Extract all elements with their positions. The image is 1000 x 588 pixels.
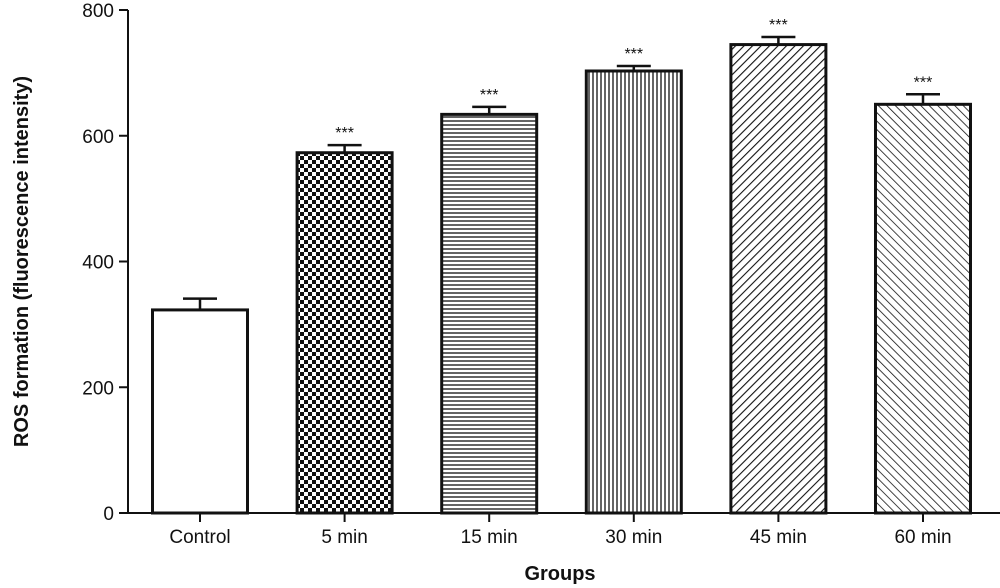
x-tick-label: 45 min — [750, 527, 807, 548]
y-tick-label: 200 — [82, 378, 114, 399]
y-axis-title: ROS formation (fluorescence intensity) — [11, 76, 33, 447]
bar-5-min — [295, 151, 394, 515]
significance-marker: *** — [480, 87, 499, 104]
bar-30-min — [584, 69, 683, 515]
y-tick-label: 600 — [82, 127, 114, 148]
significance-marker: *** — [335, 125, 354, 142]
bar-15-min — [440, 112, 539, 515]
x-axis-title: Groups — [524, 563, 595, 585]
bar-control — [151, 308, 249, 515]
significance-marker: *** — [769, 17, 788, 34]
x-tick-label: Control — [169, 527, 230, 548]
x-tick-label: 30 min — [605, 527, 662, 548]
significance-marker: *** — [914, 74, 933, 91]
x-tick-label: 60 min — [894, 527, 951, 548]
bar-45-min — [729, 43, 828, 515]
y-tick-label: 800 — [82, 1, 114, 22]
x-tick-label: 15 min — [461, 527, 518, 548]
plot-area: 0 200 400 600 800 *** *** *** *** *** Control 5 m… — [82, 1, 1000, 548]
y-tick-label: 400 — [82, 253, 114, 274]
significance-marker: *** — [624, 46, 643, 63]
bar-60-min — [874, 102, 972, 515]
y-tick-label: 0 — [103, 504, 114, 525]
x-tick-label: 5 min — [321, 527, 367, 548]
